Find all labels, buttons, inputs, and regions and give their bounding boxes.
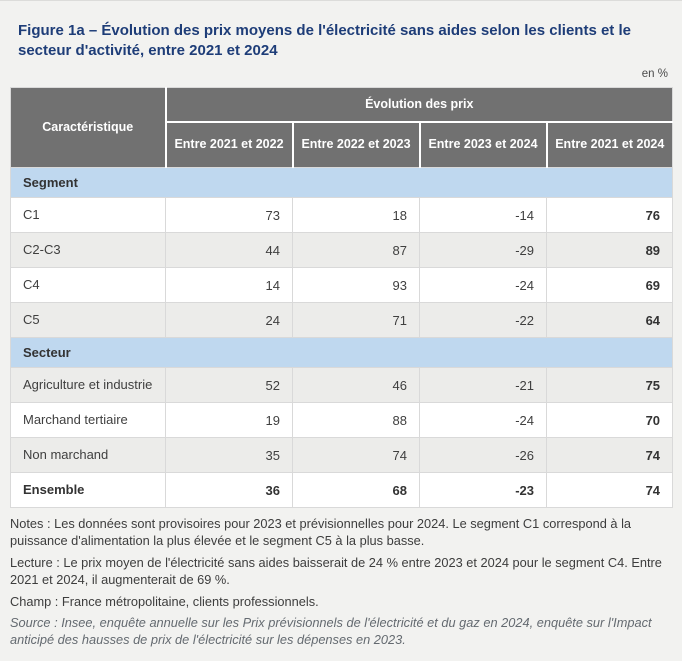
value-cell: 35: [165, 437, 293, 473]
value-cell: -26: [419, 437, 547, 473]
table-row: Marchand tertiaire 19 88 -24 70: [10, 402, 674, 438]
table-row: C4 14 93 -24 69: [10, 267, 674, 303]
table-row: C1 73 18 -14 76: [10, 197, 674, 233]
value-cell: -24: [419, 267, 547, 303]
value-cell: -24: [419, 402, 547, 438]
value-cell: 88: [292, 402, 420, 438]
col-header: Entre 2022 et 2023: [291, 121, 420, 168]
value-cell: -29: [419, 232, 547, 268]
value-cell: -21: [419, 367, 547, 403]
value-cell: 87: [292, 232, 420, 268]
col-header: Entre 2021 et 2024: [545, 121, 673, 168]
row-label: C2-C3: [10, 232, 166, 268]
value-cell: 68: [292, 472, 420, 508]
source-text: Source : Insee, enquête annuelle sur les…: [10, 615, 652, 648]
row-label: Agriculture et industrie: [10, 367, 166, 403]
value-cell: 89: [545, 232, 674, 268]
value-cell: 74: [545, 472, 674, 508]
value-cell: 14: [165, 267, 293, 303]
value-cell: 75: [545, 367, 674, 403]
row-label: Non marchand: [10, 437, 166, 473]
table-row: C5 24 71 -22 64: [10, 302, 674, 338]
lecture-text: Lecture : Le prix moyen de l'électricité…: [10, 554, 662, 587]
value-cell: 69: [545, 267, 674, 303]
value-cell: 46: [292, 367, 420, 403]
row-label: C5: [10, 302, 166, 338]
value-cell: -22: [419, 302, 547, 338]
unit-label: en %: [641, 68, 668, 80]
section-header-row: Secteur: [9, 337, 674, 368]
value-cell: 70: [545, 402, 674, 438]
price-evolution-table: Caractéristique Évolution des prix Entre…: [9, 87, 674, 508]
col-group-header: Évolution des prix: [165, 87, 673, 123]
col-header: Entre 2021 et 2022: [165, 121, 293, 168]
value-cell: 44: [165, 232, 293, 268]
figure-container: Figure 1a – Évolution des prix moyens de…: [0, 21, 682, 649]
col-header: Entre 2023 et 2024: [418, 121, 547, 168]
group-header-row: Caractéristique Évolution des prix: [10, 87, 673, 168]
section-label: Segment: [9, 167, 674, 198]
table-row: Ensemble 36 68 -23 74: [10, 472, 674, 508]
value-cell: 76: [545, 197, 674, 233]
col-header-caracteristique: Caractéristique: [10, 87, 167, 168]
row-label: Marchand tertiaire: [10, 402, 166, 438]
table-header: Caractéristique Évolution des prix Entre…: [10, 87, 673, 168]
section-label: Secteur: [9, 337, 674, 368]
value-cell: 52: [165, 367, 293, 403]
value-cell: 71: [292, 302, 420, 338]
value-cell: 19: [165, 402, 293, 438]
table-body: Segment C1 73 18 -14 76 C2-C3 44 87 -29 89 C4 14 93 -2…: [9, 167, 674, 508]
value-cell: 93: [292, 267, 420, 303]
value-cell: 36: [165, 472, 293, 508]
figure-title: Figure 1a – Évolution des prix moyens de…: [18, 22, 631, 59]
champ-text: Champ : France métropolitaine, clients p…: [10, 593, 319, 609]
row-label: C4: [10, 267, 166, 303]
value-cell: 18: [292, 197, 420, 233]
value-cell: 24: [165, 302, 293, 338]
section-header-row: Segment: [9, 167, 674, 198]
value-cell: -14: [419, 197, 547, 233]
footnotes: Notes : Les données sont provisoires pou…: [10, 516, 672, 649]
row-label: Ensemble: [10, 472, 166, 508]
value-cell: 74: [292, 437, 420, 473]
table-row: Agriculture et industrie 52 46 -21 75: [10, 367, 674, 403]
value-cell: 73: [165, 197, 293, 233]
notes-text: Notes : Les données sont provisoires pou…: [10, 516, 632, 548]
subheader-row: Entre 2021 et 2022 Entre 2022 et 2023 Entr…: [11, 121, 673, 168]
table-row: Non marchand 35 74 -26 74: [10, 437, 674, 473]
table-row: C2-C3 44 87 -29 89: [10, 232, 674, 268]
value-cell: 64: [545, 302, 674, 338]
value-cell: 74: [545, 437, 674, 473]
value-cell: -23: [419, 472, 547, 508]
row-label: C1: [10, 197, 166, 233]
